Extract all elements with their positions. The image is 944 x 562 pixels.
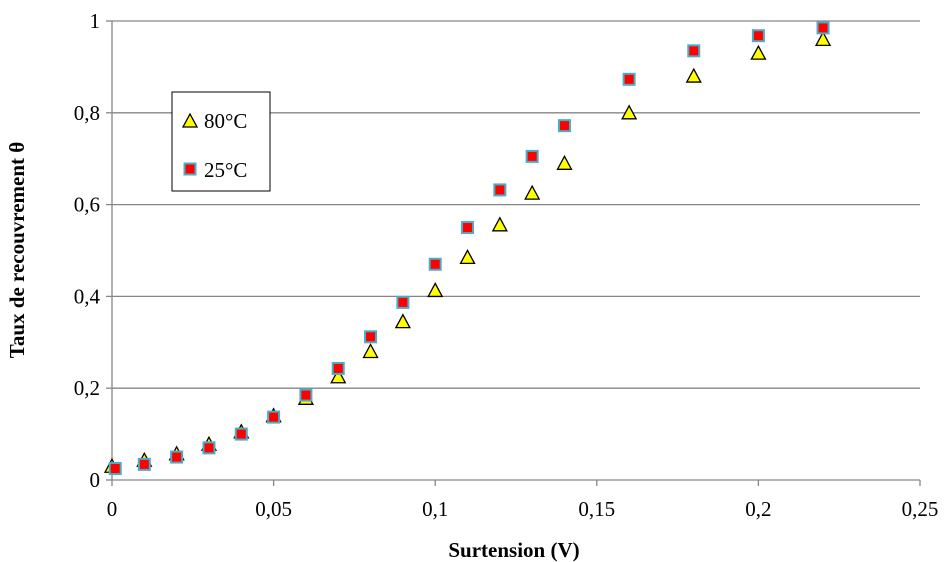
data-point-25c: [557, 119, 571, 133]
legend-label-80c: 80°C: [204, 109, 247, 133]
data-point-25c: [364, 330, 378, 344]
x-tick-labels: 0 0,05 0,1 0,15 0,2 0,25: [107, 497, 939, 521]
axes: [106, 20, 921, 486]
grid: [112, 20, 920, 389]
data-point-80c: [491, 216, 508, 232]
data-points: [103, 21, 832, 476]
data-point-25c: [816, 21, 830, 35]
y-axis-title: Taux de recouvrement θ: [5, 142, 29, 359]
data-point-25c: [687, 44, 701, 58]
data-point-25c: [137, 457, 151, 471]
data-point-25c: [170, 450, 184, 464]
legend-marker-25c: [183, 162, 197, 176]
data-point-25c: [751, 29, 765, 43]
y-tick-label: 0,2: [74, 376, 100, 400]
data-point-80c: [394, 313, 411, 329]
data-point-25c: [108, 462, 122, 476]
data-point-80c: [750, 44, 767, 60]
data-point-25c: [299, 388, 313, 402]
legend-symbol-square: [183, 162, 197, 176]
legend-symbol-triangle: [181, 112, 199, 128]
data-point-80c: [556, 154, 573, 170]
data-point-25c: [396, 295, 410, 309]
x-axis-title: Surtension (V): [448, 538, 579, 562]
data-point-25c: [461, 221, 475, 235]
x-tick-label: 0,25: [902, 497, 939, 521]
y-tick-label: 0,6: [74, 193, 100, 217]
data-point-80c: [814, 30, 832, 47]
y-tick-label: 0,4: [74, 284, 101, 308]
x-tick-label: 0,1: [422, 497, 448, 521]
data-point-25c: [202, 441, 216, 455]
data-point-80c: [524, 184, 541, 200]
data-point-25c: [331, 361, 345, 375]
data-point-80c: [362, 343, 379, 359]
data-point-25c: [525, 149, 539, 163]
data-point-25c: [493, 183, 507, 197]
legend-marker-80c: [181, 112, 199, 128]
x-tick-label: 0,05: [255, 497, 292, 521]
data-point-25c: [428, 257, 442, 271]
data-point-25c: [622, 72, 636, 86]
y-tick-label: 0: [90, 468, 101, 492]
data-point-80c: [330, 368, 347, 384]
y-tick-labels: 0 0,2 0,4 0,6 0,8 1: [74, 9, 101, 492]
data-point-25c: [234, 427, 248, 441]
x-tick-label: 0: [107, 497, 118, 521]
legend: 80°C 25°C: [171, 91, 271, 192]
data-point-80c: [427, 282, 444, 298]
y-tick-label: 0,8: [74, 101, 100, 125]
data-point-80c: [685, 67, 702, 83]
legend-label-25c: 25°C: [204, 158, 247, 182]
data-point-80c: [621, 104, 638, 120]
data-point-25c: [267, 410, 281, 424]
data-point-80c: [459, 249, 476, 265]
y-tick-label: 1: [90, 9, 101, 33]
x-tick-label: 0,15: [578, 497, 615, 521]
x-tick-label: 0,2: [745, 497, 771, 521]
